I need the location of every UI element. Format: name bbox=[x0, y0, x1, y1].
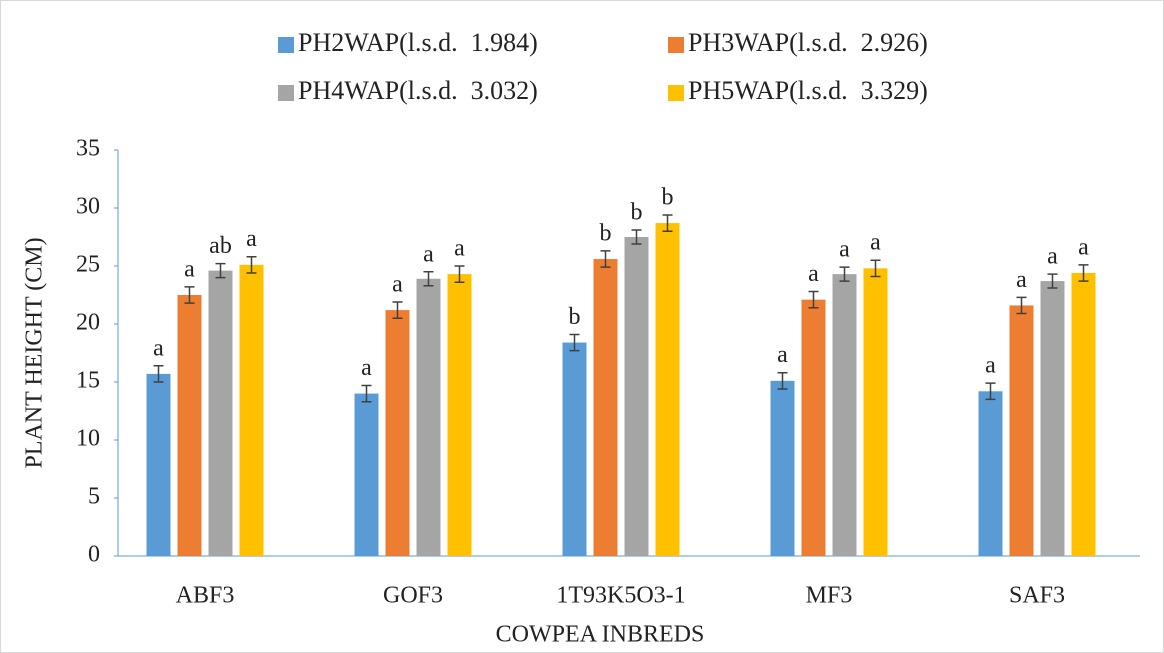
legend-label: PH4WAP(l.s.d. 3.032) bbox=[298, 76, 538, 105]
y-tick-label: 0 bbox=[88, 542, 100, 568]
error-bar bbox=[184, 286, 195, 304]
error-bar bbox=[808, 290, 819, 309]
error-bar bbox=[870, 259, 881, 278]
bar bbox=[978, 391, 1003, 556]
significance-letter: a bbox=[392, 271, 403, 297]
bar bbox=[416, 278, 441, 556]
significance-letter: b bbox=[600, 220, 612, 246]
error-bar bbox=[392, 301, 403, 319]
bar bbox=[562, 342, 587, 556]
x-tick-label: GOF3 bbox=[383, 583, 443, 609]
error-bar bbox=[454, 265, 465, 283]
y-tick-label: 35 bbox=[76, 136, 100, 162]
bar bbox=[146, 373, 171, 556]
significance-letter: a bbox=[246, 226, 257, 252]
bar bbox=[863, 268, 888, 556]
significance-letter: a bbox=[1047, 244, 1058, 270]
significance-letter: a bbox=[1078, 234, 1089, 260]
bar bbox=[354, 393, 379, 556]
y-axis-label: PLANT HEIGHT (CM) bbox=[22, 237, 48, 468]
legend-swatch bbox=[278, 37, 294, 53]
bar bbox=[593, 259, 618, 556]
error-bar bbox=[839, 266, 850, 282]
significance-letter: a bbox=[153, 335, 164, 361]
significance-letter: a bbox=[1016, 267, 1027, 293]
legend-swatch bbox=[668, 37, 684, 53]
y-tick-label: 25 bbox=[76, 252, 100, 278]
legend-label: PH3WAP(l.s.d. 2.926) bbox=[688, 28, 928, 57]
significance-letter: a bbox=[423, 241, 434, 267]
bar bbox=[770, 380, 795, 556]
error-bar bbox=[246, 255, 257, 274]
error-bar bbox=[1047, 273, 1058, 289]
x-tick-label: MF3 bbox=[806, 583, 853, 609]
bar bbox=[239, 264, 264, 556]
significance-letter: a bbox=[454, 236, 465, 262]
significance-letter: a bbox=[985, 353, 996, 379]
significance-letter: a bbox=[870, 230, 881, 256]
y-tick-label: 5 bbox=[88, 484, 100, 510]
error-bar bbox=[1016, 296, 1027, 315]
bar bbox=[624, 237, 649, 556]
legend-swatch bbox=[668, 85, 684, 101]
bar bbox=[1009, 305, 1034, 556]
y-tick-label: 10 bbox=[76, 426, 100, 452]
error-bar bbox=[423, 271, 434, 287]
error-bar bbox=[569, 333, 580, 352]
error-bar bbox=[1078, 264, 1089, 282]
significance-letter: a bbox=[184, 256, 195, 282]
bar bbox=[801, 299, 826, 556]
significance-letter: a bbox=[808, 261, 819, 287]
x-axis-label: COWPEA INBREDS bbox=[496, 622, 705, 648]
error-bar bbox=[662, 214, 673, 232]
bar bbox=[177, 295, 202, 556]
legend-label: PH5WAP(l.s.d. 3.329) bbox=[688, 76, 928, 105]
bar bbox=[1071, 272, 1096, 556]
error-bar bbox=[777, 371, 788, 390]
x-tick-label: ABF3 bbox=[176, 583, 235, 609]
error-bar bbox=[985, 382, 996, 401]
error-bar bbox=[215, 262, 226, 279]
significance-letter: a bbox=[361, 355, 372, 381]
x-tick-label: 1T93K5O3-1 bbox=[556, 583, 685, 609]
y-tick-label: 30 bbox=[76, 194, 100, 220]
bar bbox=[385, 310, 410, 556]
x-tick-label: SAF3 bbox=[1009, 583, 1065, 609]
error-bar bbox=[600, 250, 611, 268]
legend-swatch bbox=[278, 85, 294, 101]
bar bbox=[655, 223, 680, 556]
significance-letter: b bbox=[662, 184, 674, 210]
error-bar bbox=[631, 229, 642, 245]
significance-letter: a bbox=[839, 237, 850, 263]
bar bbox=[832, 274, 857, 556]
error-bar bbox=[361, 384, 372, 403]
significance-letter: a bbox=[777, 342, 788, 368]
y-tick-label: 15 bbox=[76, 368, 100, 394]
y-tick-label: 20 bbox=[76, 310, 100, 336]
bar bbox=[1040, 281, 1065, 556]
significance-letter: ab bbox=[209, 233, 232, 259]
error-bar bbox=[153, 365, 164, 383]
legend-label: PH2WAP(l.s.d. 1.984) bbox=[298, 28, 538, 57]
bar bbox=[447, 274, 472, 556]
significance-letter: b bbox=[569, 304, 581, 330]
bar bbox=[208, 270, 233, 556]
significance-letter: b bbox=[631, 200, 643, 226]
